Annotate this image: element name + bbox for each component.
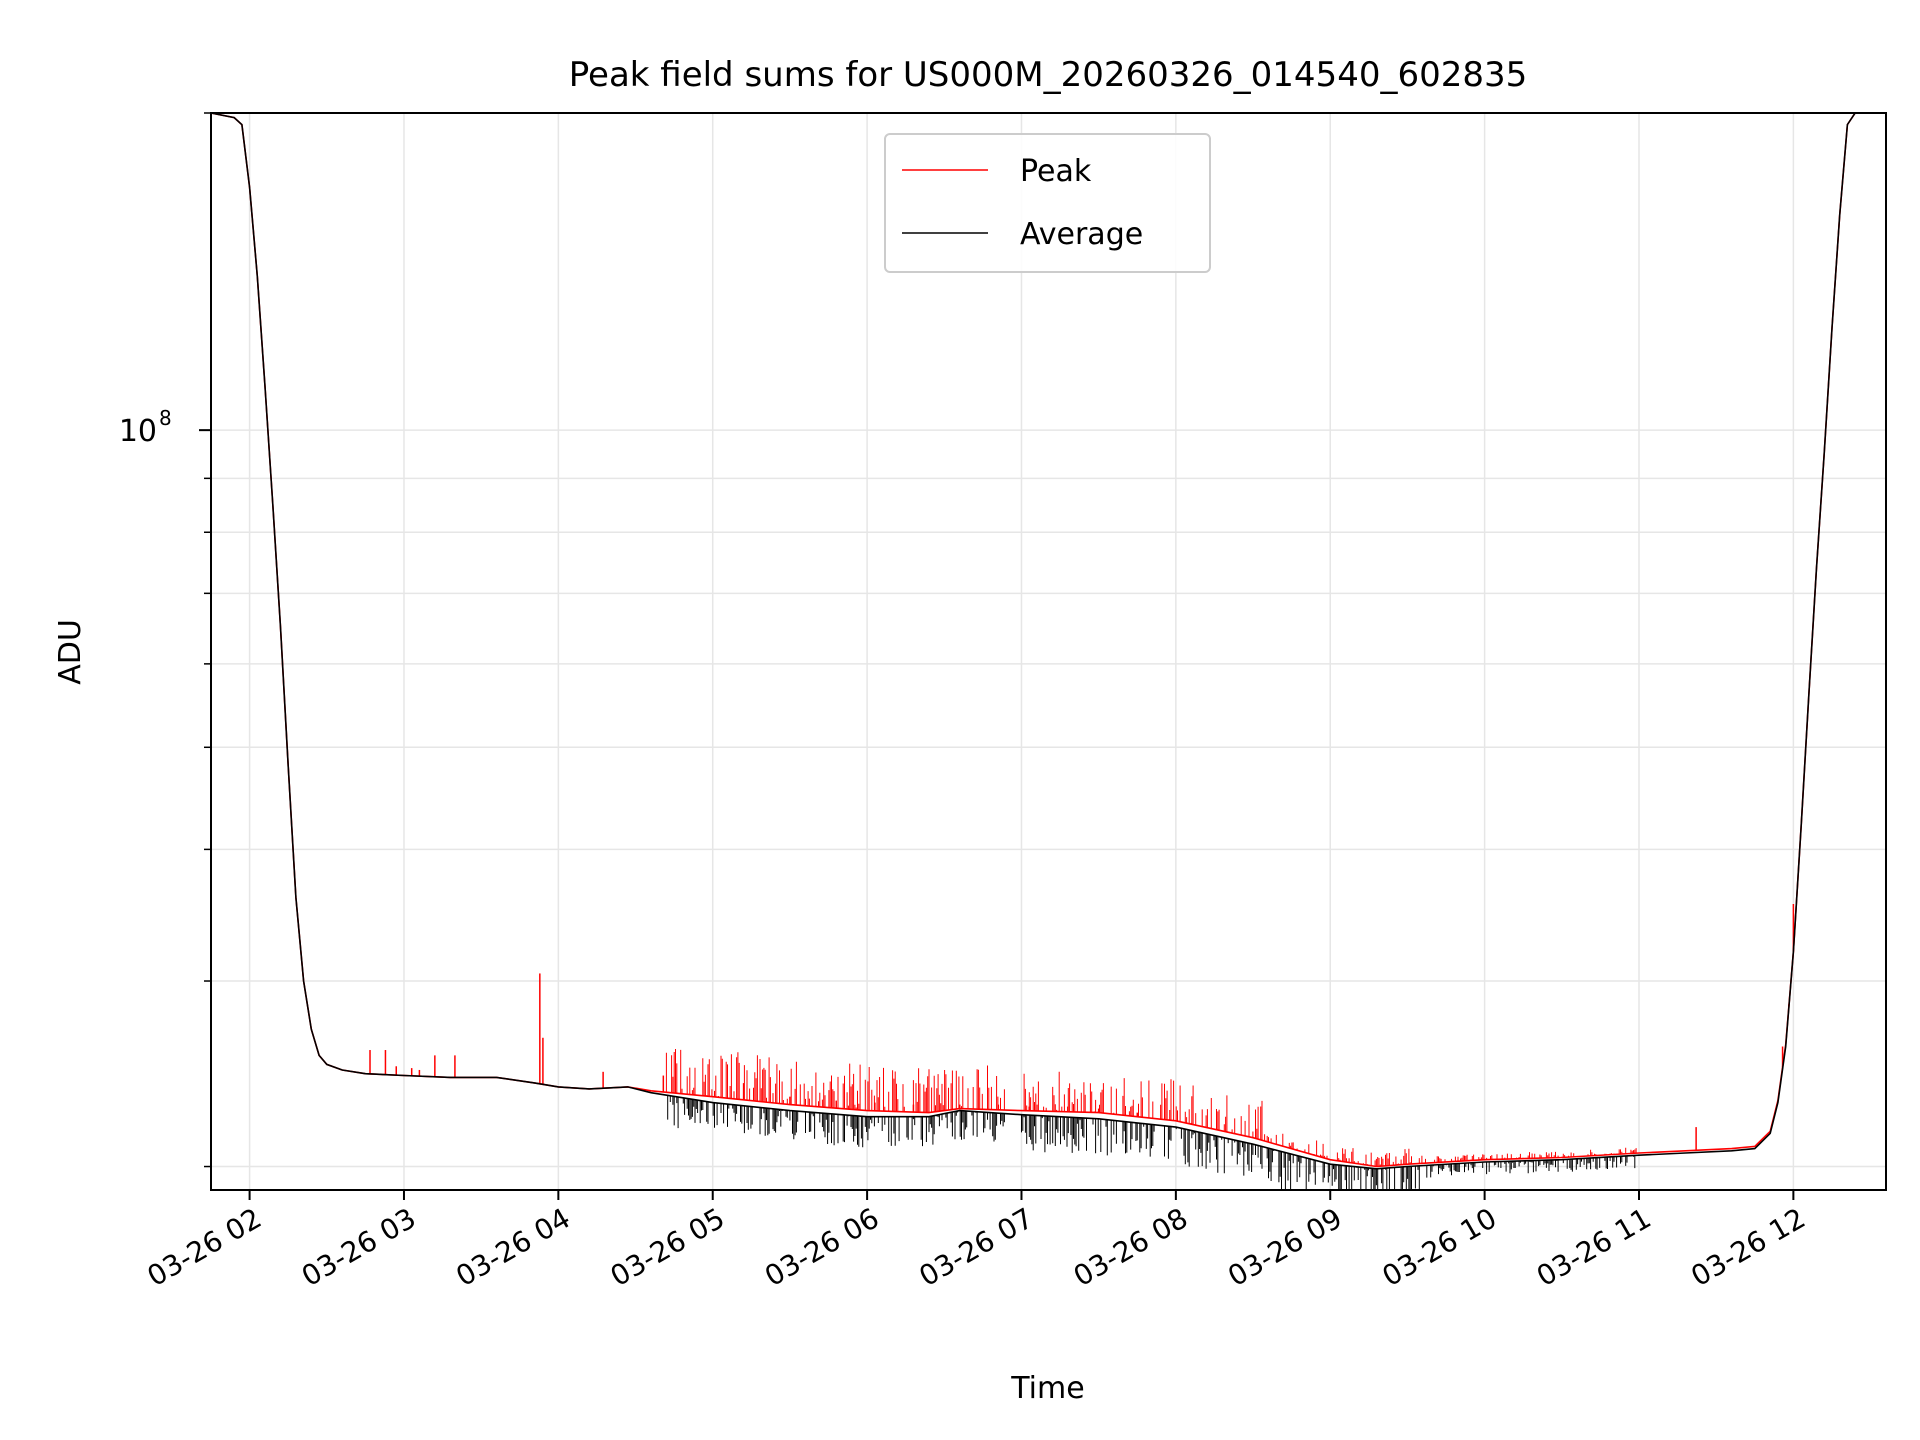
y-tick-exponent: 8 [159,406,172,430]
series-lines [210,112,1886,1170]
legend-box [884,133,1211,273]
y-axis-label: ADU [53,619,88,685]
series-line-average [210,112,1886,1170]
grid [211,112,1886,1190]
chart-title: Peak field sums for US000M_20260326_0145… [569,55,1528,95]
y-tick-label: 10 [119,414,157,449]
legend-average-label: Average [1020,217,1143,252]
legend: Peak Average [884,133,1211,273]
plot-area-frame [210,112,1887,1191]
legend-peak-label: Peak [1020,154,1092,189]
x-axis-label: Time [1010,1371,1084,1406]
